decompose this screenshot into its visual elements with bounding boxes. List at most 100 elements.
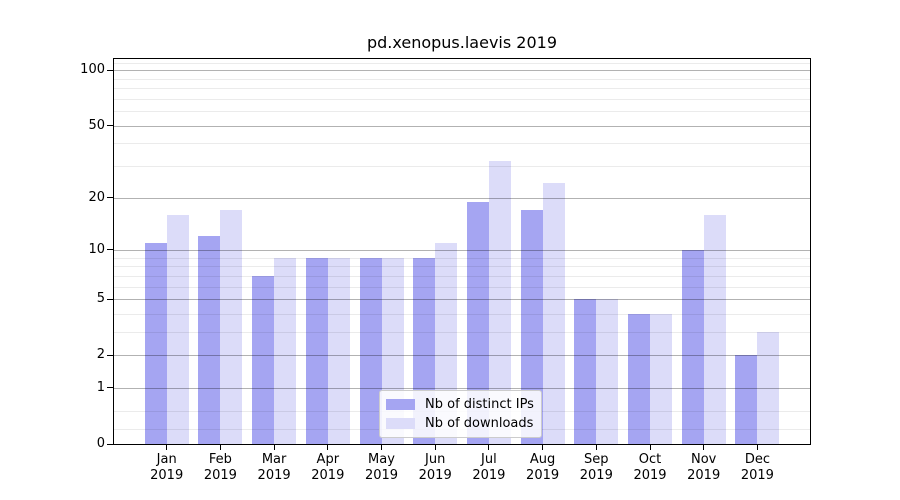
x-tick-month: Sep (584, 452, 609, 467)
x-tick-month: Feb (208, 452, 232, 467)
x-tick-year: 2019 (203, 467, 237, 483)
legend-item-downloads: Nb of downloads (386, 416, 535, 431)
bar-distinct-ips-mar (252, 275, 275, 444)
x-tick-mark-jun (434, 445, 436, 450)
plot-area (113, 58, 811, 445)
x-tick-month: Jul (481, 452, 497, 467)
y-tick-label-0: 0 (96, 436, 105, 451)
x-tick-year: 2019 (311, 467, 345, 483)
x-tick-label-oct: Oct 2019 (620, 452, 680, 483)
x-tick-year: 2019 (740, 467, 774, 483)
x-tick-label-mar: Mar 2019 (244, 452, 304, 483)
chart-title: pd.xenopus.laevis 2019 (366, 33, 557, 52)
y-tick-label-5: 5 (96, 291, 105, 306)
x-tick-year: 2019 (257, 467, 291, 483)
y-tick-label-50: 50 (88, 117, 105, 133)
legend-label-distinct-ips: Nb of distinct IPs (425, 397, 534, 413)
x-tick-label-feb: Feb 2019 (190, 452, 250, 483)
legend: Nb of distinct IPs Nb of downloads (379, 390, 542, 438)
legend-swatch-downloads (386, 417, 415, 429)
gridline-minor-80 (114, 88, 810, 90)
x-tick-mark-sep (595, 445, 597, 450)
y-tick-label-2: 2 (96, 347, 105, 363)
bar-downloads-jul (488, 160, 511, 444)
gridline-minor-7 (114, 275, 810, 277)
gridline-major-10 (114, 249, 810, 251)
y-tick-label-20: 20 (88, 189, 105, 205)
gridline-minor-9 (114, 257, 810, 259)
gridline-minor-110 (114, 62, 810, 64)
legend-swatch-distinct-ips (386, 399, 415, 411)
x-tick-mark-may (381, 445, 382, 450)
gridline-major-1 (114, 387, 810, 389)
bar-distinct-ips-sep (574, 299, 597, 444)
x-tick-month: Dec (744, 452, 770, 467)
gridline-major-20 (114, 197, 810, 199)
x-tick-label-jun: Jun 2019 (405, 452, 465, 483)
x-tick-month: Oct (638, 452, 662, 467)
bar-downloads-jan (166, 214, 189, 444)
x-tick-mark-mar (273, 445, 275, 450)
x-tick-mark-oct (649, 445, 651, 450)
y-tick-mark-0 (107, 443, 113, 445)
x-tick-mark-dec (756, 445, 758, 450)
x-tick-month: Jun (425, 452, 446, 467)
gridline-minor-4 (114, 313, 810, 315)
x-tick-label-apr: Apr 2019 (298, 452, 358, 483)
x-tick-mark-apr (327, 445, 329, 450)
x-tick-label-aug: Aug 2019 (513, 452, 573, 483)
x-tick-month: Mar (261, 452, 287, 467)
gridline-major-50 (114, 125, 810, 127)
gridline-minor-30 (114, 166, 810, 167)
gridline-major-2 (114, 355, 810, 357)
gridline-minor-3 (114, 331, 810, 333)
x-tick-year: 2019 (150, 467, 184, 483)
x-tick-month: Jan (156, 452, 177, 467)
bar-downloads-dec (757, 331, 780, 444)
x-tick-year: 2019 (526, 467, 560, 483)
legend-item-distinct-ips: Nb of distinct IPs (386, 397, 535, 412)
x-tick-mark-jul (488, 445, 490, 450)
bar-downloads-nov (703, 214, 726, 444)
x-tick-mark-aug (542, 445, 544, 450)
x-tick-label-nov: Nov 2019 (674, 452, 734, 483)
y-tick-mark-50 (107, 125, 113, 127)
y-tick-label-100: 100 (80, 62, 105, 78)
bar-distinct-ips-may (359, 257, 382, 444)
x-tick-mark-nov (703, 445, 705, 450)
x-tick-year: 2019 (579, 467, 613, 483)
bar-downloads-feb (220, 210, 243, 444)
gridline-minor-40 (114, 143, 810, 145)
bar-distinct-ips-jan (144, 242, 167, 444)
bar-downloads-sep (596, 299, 619, 444)
bar-distinct-ips-jul (466, 201, 489, 444)
x-tick-month: Aug (529, 452, 556, 467)
bar-downloads-aug (542, 183, 565, 444)
x-tick-mark-jan (166, 445, 168, 450)
x-tick-year: 2019 (633, 467, 667, 483)
x-tick-year: 2019 (472, 467, 506, 483)
gridline-minor-8 (114, 266, 810, 268)
x-tick-label-jan: Jan 2019 (137, 452, 197, 483)
legend-label-downloads: Nb of downloads (425, 415, 534, 431)
x-tick-mark-feb (219, 445, 221, 450)
gridline-minor-60 (114, 111, 810, 113)
y-tick-mark-10 (107, 249, 113, 251)
bar-downloads-oct (650, 313, 672, 444)
y-tick-label-10: 10 (88, 241, 105, 257)
bar-distinct-ips-oct (628, 313, 650, 444)
bar-distinct-ips-aug (520, 210, 543, 444)
y-tick-mark-1 (107, 387, 113, 389)
x-tick-month: Apr (316, 452, 340, 467)
gridline-minor-6 (114, 286, 810, 288)
x-tick-year: 2019 (418, 467, 452, 483)
y-tick-mark-2 (107, 354, 113, 356)
bar-downloads-mar (274, 257, 297, 444)
bar-distinct-ips-apr (305, 257, 328, 444)
x-tick-month: Nov (691, 452, 717, 467)
y-tick-mark-5 (107, 298, 113, 300)
gridline-minor-70 (114, 98, 810, 100)
gridline-major-5 (114, 299, 810, 300)
x-tick-label-may: May 2019 (352, 452, 412, 483)
x-tick-label-jul: Jul 2019 (459, 452, 519, 483)
